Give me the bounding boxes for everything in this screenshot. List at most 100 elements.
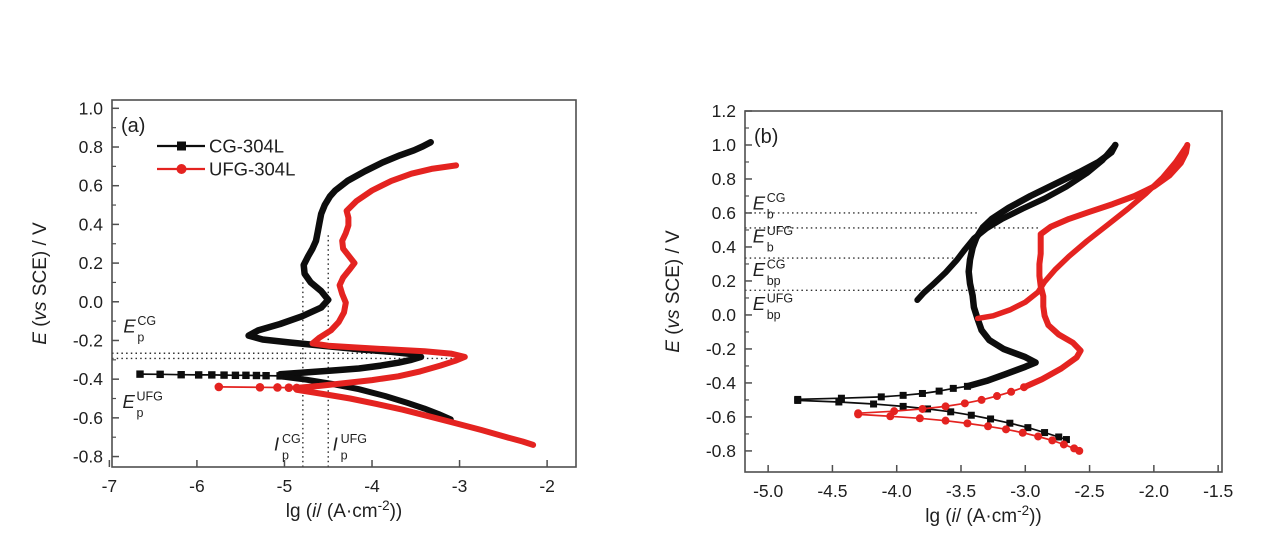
marker-square-cg-304l-corrosion-potential-row	[262, 371, 270, 380]
annotation-sub: b	[767, 208, 774, 222]
marker-square-cg-304l-cathodic	[1006, 419, 1014, 427]
marker-square-cg-304l-forward-near-corrosion-row	[877, 393, 885, 401]
marker-circle-ufg-304l-corrosion-potential-row	[214, 382, 224, 392]
y-tick-label: -0.2	[706, 339, 736, 359]
annotation-sub: bp	[767, 274, 781, 288]
marker-circle-ufg-304l-forward-near-corrosion-row	[960, 399, 969, 408]
x-tick-label: -5	[277, 476, 293, 496]
marker-circle-ufg-304l-cathodic	[1034, 432, 1043, 441]
marker-square-cg-304l-cathodic	[1062, 436, 1070, 444]
x-tick-label: -3	[452, 476, 468, 496]
marker-square-cg-304l-forward-near-corrosion-row	[918, 389, 926, 397]
marker-square-cg-304l-corrosion-potential-row	[231, 371, 240, 379]
y-tick-label: -0.4	[706, 373, 736, 393]
marker-square-cg-304l-cathodic	[1024, 424, 1032, 432]
y-tick-label: -0.2	[73, 330, 103, 350]
legend-marker-square	[177, 141, 186, 151]
marker-square-cg-304l-corrosion-potential-row	[276, 372, 284, 380]
annotation-sub: b	[767, 241, 774, 255]
annotation-base: I	[333, 434, 338, 455]
marker-circle-ufg-304l-cathodic	[941, 416, 950, 425]
marker-square-cg-304l-cathodic	[1041, 429, 1049, 437]
x-tick-label: -2.0	[1139, 481, 1169, 501]
series-ufg-304l-anodic	[293, 162, 468, 391]
annotation-base: I	[274, 434, 279, 455]
series-cg-304l-forward-scan	[964, 141, 1119, 390]
marker-circle-ufg-304l-cathodic	[854, 410, 863, 419]
y-tick-label: 0.0	[712, 305, 737, 325]
legend-label: CG-304L	[209, 136, 284, 157]
marker-circle-ufg-304l-cathodic	[1018, 428, 1027, 437]
x-tick-label: -3.5	[946, 481, 976, 501]
marker-circle-ufg-304l-cathodic	[1059, 440, 1068, 449]
annotation-base: E	[753, 226, 766, 247]
annotation-sup: CG	[767, 257, 786, 271]
annotation-base: E	[123, 391, 136, 412]
panel-label: (a)	[121, 115, 145, 137]
annotation-i-p-cg: I CG p	[274, 432, 301, 463]
marker-circle-ufg-304l-cathodic	[1075, 446, 1084, 455]
x-tick-label: -4.5	[817, 481, 847, 501]
marker-square-cg-304l-forward-near-corrosion-row	[899, 391, 907, 399]
panel-label: (b)	[754, 126, 778, 148]
marker-square-cg-304l-corrosion-potential-row	[194, 371, 203, 379]
marker-square-cg-304l-corrosion-potential-row	[136, 370, 144, 378]
marker-circle-ufg-304l-corrosion-potential-row	[273, 383, 282, 392]
y-tick-label: 0.6	[712, 203, 736, 223]
marker-circle-ufg-304l-cathodic	[886, 412, 895, 421]
annotation-sup: CG	[767, 191, 786, 205]
x-tick-label: -6	[189, 476, 205, 496]
marker-circle-ufg-304l-forward-near-corrosion-row	[1007, 387, 1016, 396]
panel-a: -7 -6 -5 -4 -3 -2 1.0 0.8 0.6 0.4 0.2 0.0 -0.2 -0.4 -0…	[30, 98, 577, 522]
annotation-sub: p	[341, 449, 348, 463]
annotation-base: E	[753, 259, 766, 280]
x-tick-label: -4	[364, 476, 380, 496]
marker-circle-ufg-304l-forward-near-corrosion-row	[918, 404, 927, 413]
y-tick-label: 0.2	[79, 253, 103, 273]
legend-label: UFG-304L	[209, 159, 295, 180]
marker-circle-ufg-304l-forward-near-corrosion-row	[1020, 383, 1028, 392]
annotation-sub: p	[137, 331, 144, 345]
annotation-e-bp-ufg: E UFG bp	[753, 291, 793, 322]
marker-circle-ufg-304l-corrosion-potential-row	[255, 382, 265, 392]
legend-marker-circle	[176, 164, 187, 174]
y-tick-label: -0.6	[73, 408, 103, 428]
annotation-e-b-ufg: E UFG b	[753, 224, 793, 255]
y-tick-label: 0.2	[712, 271, 736, 291]
annotation-sub: p	[137, 406, 144, 420]
marker-square-cg-304l-corrosion-potential-row	[220, 371, 228, 379]
marker-square-cg-304l-corrosion-potential-row	[156, 370, 164, 379]
marker-square-cg-304l-forward-near-corrosion-row	[949, 384, 957, 392]
y-tick-label: 1.2	[712, 101, 736, 121]
annotation-sup: CG	[137, 314, 156, 328]
y-tick-label: 0.8	[79, 137, 103, 157]
annotation-i-p-ufg: I UFG p	[333, 432, 367, 463]
y-tick-label: -0.8	[706, 441, 736, 461]
annotation-sup: UFG	[767, 224, 793, 238]
y-tick-label: 0.4	[79, 214, 104, 234]
marker-square-cg-304l-corrosion-potential-row	[242, 371, 250, 379]
annotation-sub: bp	[767, 308, 781, 322]
marker-square-cg-304l-cathodic	[987, 415, 995, 423]
marker-square-cg-304l-cathodic	[794, 396, 802, 404]
series-cg-304l-anodic	[245, 138, 434, 378]
marker-square-cg-304l-corrosion-potential-row	[252, 371, 261, 380]
y-axis-title: E (vs SCE) / V	[663, 230, 684, 353]
plot-frame	[111, 99, 577, 468]
x-tick-label: -2	[539, 476, 555, 496]
annotation-e-p-cg: E CG p	[123, 314, 156, 345]
series-ufg-304l-reverse-scan	[974, 142, 1191, 322]
marker-square-cg-304l-cathodic	[835, 398, 843, 406]
marker-circle-ufg-304l-cathodic	[915, 414, 924, 423]
y-tick-label: -0.6	[706, 407, 736, 427]
x-tick-label: -7	[102, 476, 118, 496]
annotation-sup: UFG	[341, 432, 367, 446]
plot-frame	[744, 110, 1223, 473]
marker-circle-ufg-304l-forward-near-corrosion-row	[993, 392, 1001, 401]
x-axis-title: lg (i/ (A·cm-2))	[286, 498, 403, 522]
x-tick-label: -3.0	[1010, 481, 1040, 501]
x-axis-title: lg (i/ (A·cm-2))	[925, 503, 1042, 527]
x-tick-label: -2.5	[1074, 481, 1104, 501]
